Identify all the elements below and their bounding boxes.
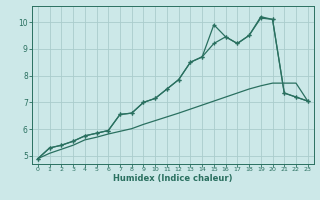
X-axis label: Humidex (Indice chaleur): Humidex (Indice chaleur): [113, 174, 233, 183]
